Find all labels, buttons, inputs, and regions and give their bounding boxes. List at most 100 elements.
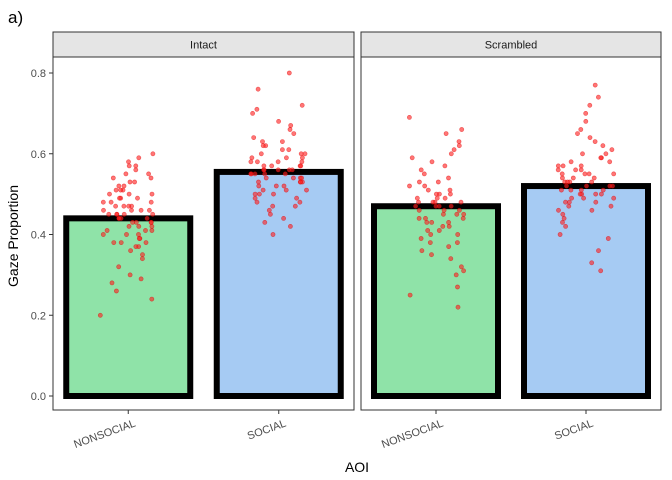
panel-border [52, 56, 355, 411]
data-point [589, 179, 595, 185]
data-point [128, 248, 133, 254]
data-point [560, 163, 566, 169]
data-point [255, 86, 261, 92]
data-point [559, 187, 564, 193]
data-point [596, 94, 601, 100]
data-point [578, 127, 584, 132]
data-point [279, 147, 285, 153]
data-point [568, 187, 574, 193]
data-point [566, 203, 572, 209]
data-point [127, 179, 133, 185]
data-point [569, 195, 574, 201]
data-point [126, 191, 132, 197]
data-point [261, 167, 267, 173]
data-point [304, 187, 309, 193]
data-point [564, 183, 569, 189]
data-point [456, 143, 462, 149]
data-point [252, 191, 258, 197]
data-point [605, 236, 611, 241]
data-point [287, 127, 293, 132]
data-point [429, 219, 435, 225]
data-point [251, 135, 257, 140]
data-point [442, 163, 448, 169]
data-point [607, 183, 613, 189]
data-point [282, 171, 288, 177]
data-point [136, 155, 142, 161]
data-point [116, 264, 122, 270]
data-point [143, 228, 148, 233]
data-point [249, 155, 255, 161]
data-point [592, 139, 598, 144]
data-point [416, 215, 422, 221]
data-point [609, 147, 615, 153]
data-point [149, 228, 155, 233]
data-point [126, 163, 132, 169]
data-point [611, 171, 617, 177]
data-point [148, 199, 154, 205]
data-point [461, 211, 467, 217]
data-point [430, 199, 436, 205]
data-point [600, 143, 606, 149]
data-point [592, 82, 598, 88]
data-point [591, 175, 597, 181]
data-point [599, 191, 604, 197]
data-point [260, 187, 266, 193]
data-point [106, 211, 112, 217]
data-point [133, 244, 139, 249]
y-axis-title: Gaze Proportion [5, 185, 21, 287]
data-point [288, 123, 294, 128]
data-point [565, 179, 570, 185]
data-point [126, 223, 132, 229]
data-point [593, 199, 599, 205]
data-point [298, 179, 303, 185]
data-point [136, 236, 142, 241]
facet-strip [360, 31, 662, 58]
figure-label: a) [8, 8, 23, 27]
data-point [416, 199, 421, 205]
data-point [250, 111, 255, 116]
data-point [116, 215, 122, 221]
data-point [298, 163, 304, 169]
data-point [248, 159, 254, 165]
y-tick-label: 0.8 [31, 68, 46, 80]
data-point [459, 127, 465, 132]
data-point [421, 171, 427, 177]
data-point [578, 163, 584, 169]
data-point [126, 203, 132, 209]
data-point [425, 228, 431, 233]
data-point [292, 203, 298, 209]
data-point [281, 183, 287, 189]
data-point [447, 191, 453, 197]
data-point [407, 292, 413, 298]
data-point [275, 159, 281, 165]
data-point [109, 280, 115, 286]
data-point [294, 195, 299, 201]
data-point [149, 223, 155, 229]
data-point [587, 102, 593, 108]
data-point [451, 147, 457, 153]
data-point [150, 151, 156, 157]
bar-nonsocial [371, 203, 501, 399]
data-point [270, 232, 276, 237]
bar-social [521, 183, 651, 399]
data-point [555, 167, 561, 173]
data-point [435, 179, 441, 185]
data-point [138, 276, 144, 282]
data-point [261, 163, 267, 169]
data-point [256, 183, 262, 189]
data-point [256, 179, 261, 185]
data-point [555, 163, 561, 169]
data-point [583, 111, 589, 116]
y-tick-label: 0.4 [31, 230, 46, 242]
data-point [416, 179, 422, 185]
data-point [428, 232, 434, 237]
data-point [104, 228, 110, 233]
data-point [409, 155, 415, 161]
data-point [578, 187, 584, 193]
data-point [454, 240, 460, 245]
data-point [434, 195, 440, 201]
data-point [97, 312, 103, 318]
data-point [418, 167, 424, 173]
data-point [441, 207, 447, 213]
